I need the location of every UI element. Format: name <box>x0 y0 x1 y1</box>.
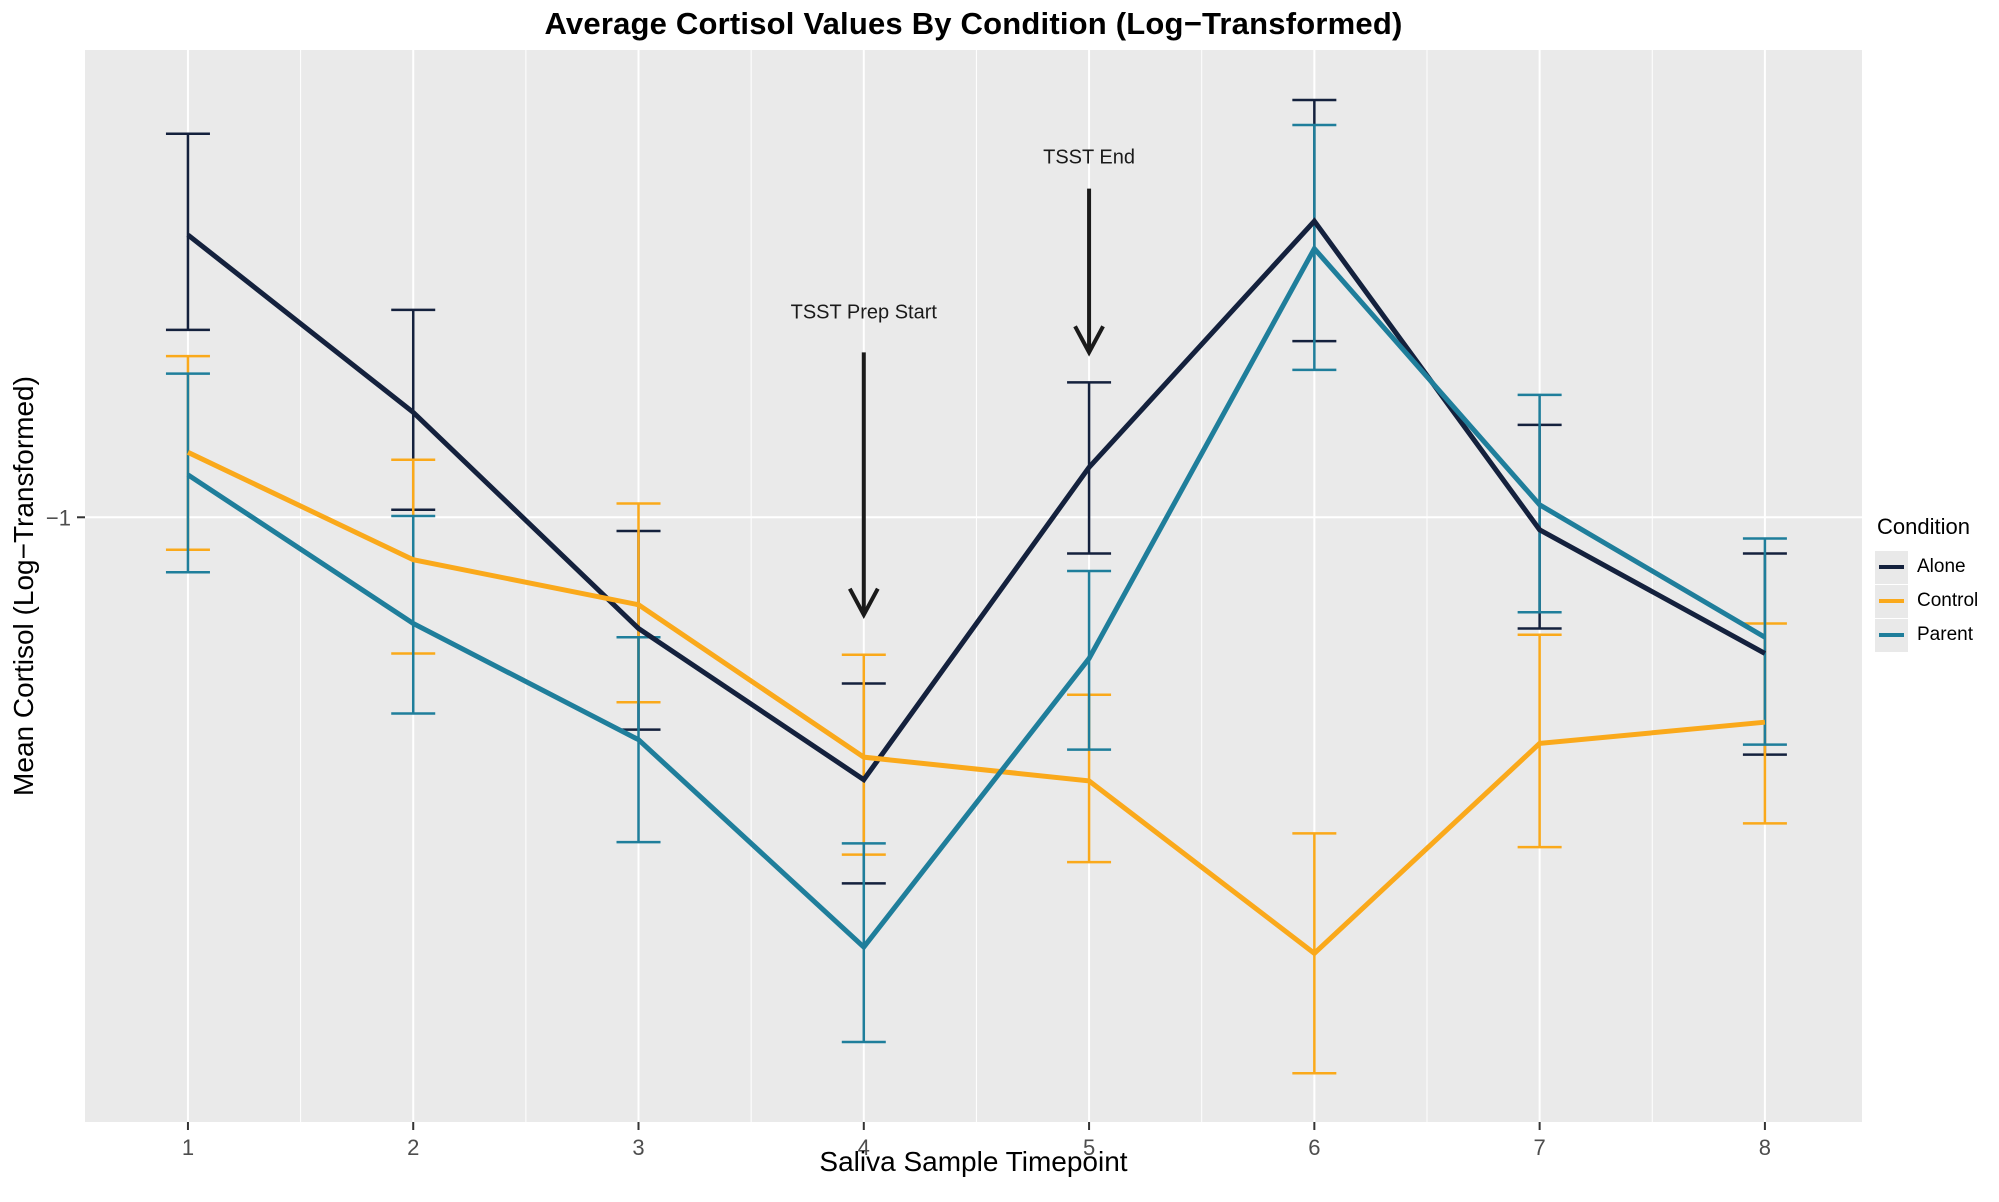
series-line-parent <box>186 244 1767 951</box>
x-tick-label: 8 <box>1759 1135 1771 1160</box>
x-tick-label: 5 <box>1083 1135 1095 1160</box>
legend: Condition Alone Control Parent <box>1875 514 1997 652</box>
alone-line-swatch <box>1879 565 1904 569</box>
x-tick-label: 4 <box>858 1135 870 1160</box>
legend-item-control: Control <box>1875 584 1997 618</box>
x-tick-label: 3 <box>632 1135 644 1160</box>
legend-key <box>1875 550 1908 584</box>
x-axis-title: Saliva Sample Timepoint <box>819 1146 1128 1177</box>
parent-line-swatch <box>1879 633 1904 637</box>
series-line-control <box>186 450 1766 957</box>
legend-label: Control <box>1917 590 1979 611</box>
annotation-arrow-head <box>848 587 880 619</box>
chart-title: Average Cortisol Values By Condition (Lo… <box>544 6 1403 41</box>
annotation-label: TSST End <box>1043 147 1135 169</box>
series-line-alone <box>186 217 1767 784</box>
legend-key <box>1875 584 1908 618</box>
x-tick-label: 6 <box>1308 1135 1320 1160</box>
annotation-label: TSST Prep Start <box>791 302 938 324</box>
panel-background <box>85 50 1862 1122</box>
x-tick-label: 7 <box>1534 1135 1546 1160</box>
x-tick-label: 2 <box>407 1135 419 1160</box>
legend-label: Parent <box>1917 624 1973 645</box>
legend-key <box>1875 618 1908 652</box>
legend-label: Alone <box>1917 556 1966 577</box>
y-tick-label: −1 <box>46 505 71 530</box>
annotation-arrow-head <box>1073 325 1105 357</box>
x-tick-label: 1 <box>182 1135 194 1160</box>
legend-item-alone: Alone <box>1875 550 1997 584</box>
control-line-swatch <box>1879 599 1904 603</box>
legend-title: Condition <box>1877 514 1970 539</box>
legend-item-parent: Parent <box>1875 618 1997 652</box>
